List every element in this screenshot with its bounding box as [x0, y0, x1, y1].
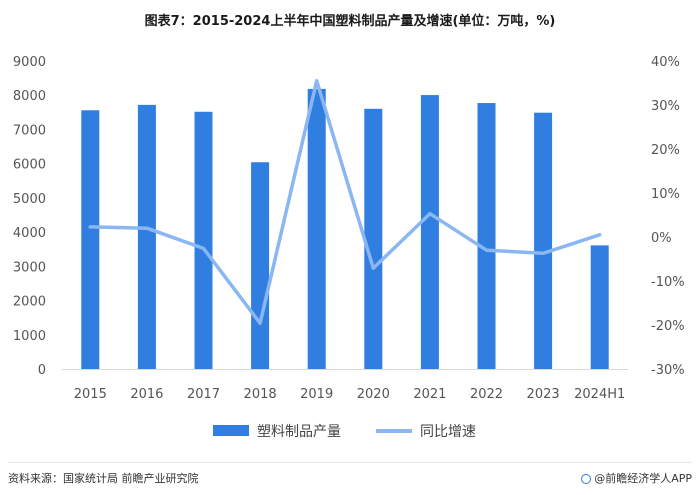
x-axis-tick-label: 2019: [300, 387, 333, 402]
bar-2017: [194, 111, 213, 370]
bar-2015: [81, 110, 100, 369]
growth-point-2021: [428, 212, 432, 216]
left-axis-tick-label: 8000: [13, 89, 46, 104]
bar-2019: [307, 88, 326, 370]
legend-swatch-production: [213, 425, 249, 436]
bar-2021: [420, 95, 439, 370]
growth-point-2023: [541, 251, 545, 255]
right-axis-tick-label: -20%: [651, 319, 685, 334]
legend-label-production: 塑料制品产量: [257, 424, 341, 440]
right-axis-tick-label: 0%: [651, 231, 672, 246]
bar-2016: [137, 104, 156, 369]
growth-point-2017: [202, 246, 205, 250]
footer: 资料来源：国家统计局 前瞻产业研究院 @前瞻经济学人APP: [8, 462, 692, 487]
left-axis-tick-label: 3000: [13, 260, 46, 275]
left-axis-tick-label: 6000: [13, 158, 46, 173]
x-axis-tick-label: 2020: [357, 387, 390, 402]
bar-2022: [477, 103, 496, 369]
chart: 0 1000 2000 3000 4000 5000 6000 7000 8000 9000 -30…: [13, 55, 685, 440]
left-axis-tick-label: 1000: [13, 329, 46, 344]
left-axis-tick-label: 7000: [13, 123, 46, 138]
left-axis-tick-label: 4000: [13, 226, 46, 241]
right-axis-tick-label: 10%: [651, 187, 680, 202]
growth-point-2020: [371, 266, 375, 270]
right-axis-tick-label: -30%: [651, 363, 685, 378]
x-axis-tick-label: 2023: [527, 387, 560, 402]
growth-point-2019: [315, 79, 319, 83]
right-axis-tick-label: 30%: [651, 99, 680, 114]
right-axis-tick-label: 20%: [651, 143, 680, 158]
growth-point-2016: [145, 226, 149, 230]
x-axis-tick-label: 2018: [244, 387, 277, 402]
growth-rate-line: [88, 79, 602, 325]
x-axis-tick-label: 2024H1: [574, 387, 625, 402]
chart-title: 图表7：2015-2024上半年中国塑料制品产量及增速(单位：万吨，%): [144, 14, 556, 29]
x-axis-tick-label: 2017: [187, 387, 220, 402]
bar-2020: [364, 108, 383, 369]
source-note: 资料来源：国家统计局 前瞻产业研究院: [8, 472, 199, 485]
growth-point-2015: [88, 225, 92, 229]
growth-point-2022: [485, 248, 488, 252]
x-axis-tick-label: 2016: [130, 387, 163, 402]
x-axis-tick-label: 2022: [470, 387, 503, 402]
x-axis-tick-label: 2021: [413, 387, 446, 402]
left-axis-tick-label: 9000: [13, 55, 46, 70]
right-axis-tick-label: -10%: [651, 275, 685, 290]
right-axis-tick-label: 40%: [651, 55, 680, 70]
left-axis-tick-label: 5000: [13, 192, 46, 207]
growth-point-2024H1: [598, 233, 602, 237]
left-axis-tick-label: 2000: [13, 295, 46, 310]
growth-point-2018: [258, 321, 262, 325]
bar-2023: [534, 112, 553, 369]
bar-2024H1: [590, 245, 609, 369]
left-axis-tick-label: 0: [38, 363, 46, 378]
x-axis-tick-label: 2015: [74, 387, 107, 402]
brand-credit: @前瞻经济学人APP: [581, 470, 692, 486]
brand-label: @前瞻经济学人APP: [594, 472, 692, 485]
brand-logo-icon: [581, 474, 592, 484]
legend-label-growth: 同比增速: [420, 424, 476, 440]
bar-2018: [251, 162, 270, 369]
